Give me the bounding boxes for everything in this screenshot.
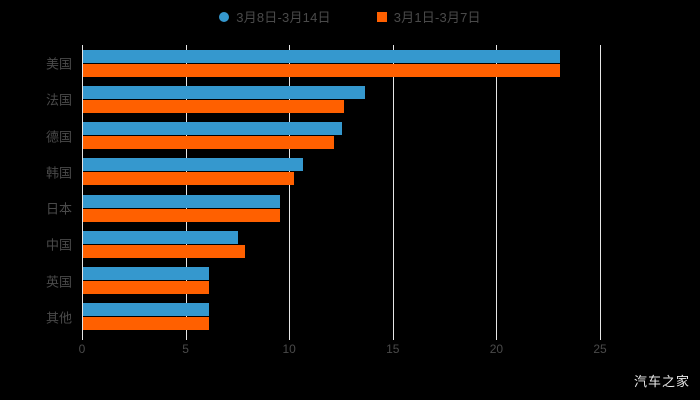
plot-area: 0 5 10 15 20 25 [79, 45, 607, 356]
x-axis-tick [600, 335, 601, 340]
bar[interactable] [83, 303, 210, 317]
x-axis-tick [82, 335, 83, 340]
legend-label-series-2: 3月1日-3月7日 [393, 9, 481, 25]
x-axis-tick [289, 335, 291, 340]
square-marker-icon [376, 12, 387, 22]
bar[interactable] [83, 136, 334, 150]
bar[interactable] [83, 172, 295, 186]
bar[interactable] [83, 85, 365, 99]
y-axis-category-label: 韩国 [45, 165, 72, 181]
legend-item-series-2[interactable]: 3月1日-3月7日 [376, 9, 481, 25]
y-axis-category-label: 德国 [45, 129, 72, 145]
watermark: 汽车之家 [633, 374, 690, 389]
y-axis-labels: 美国法国德国韩国日本中国英国其他 [0, 45, 82, 335]
x-axis-tick-label: 20 [489, 342, 504, 356]
x-axis-tick [496, 335, 498, 340]
x-axis-tick [185, 335, 187, 340]
x-axis-tick-label: 15 [386, 342, 400, 356]
bar[interactable] [83, 244, 245, 258]
y-axis-line [82, 45, 83, 335]
bar[interactable] [83, 99, 345, 113]
x-axis-tick [392, 335, 394, 340]
circle-marker-icon [219, 12, 230, 22]
x-axis-tick-label: 10 [282, 342, 296, 356]
bar[interactable] [83, 281, 210, 295]
bar[interactable] [83, 122, 342, 136]
gridline [496, 45, 498, 335]
gridline [289, 45, 291, 335]
gridline [600, 45, 601, 335]
bar[interactable] [83, 267, 210, 281]
y-axis-category-label: 法国 [45, 92, 72, 108]
bar[interactable] [83, 230, 239, 244]
y-axis-category-label: 其他 [45, 310, 72, 326]
y-axis-category-label: 美国 [45, 56, 72, 72]
bar[interactable] [83, 158, 303, 172]
legend-item-series-1[interactable]: 3月8日-3月14日 [219, 9, 331, 25]
legend-label-series-1: 3月8日-3月14日 [236, 9, 331, 25]
gridline [185, 45, 187, 335]
gridline [392, 45, 394, 335]
x-axis-tick-label: 5 [182, 342, 189, 356]
bar[interactable] [83, 208, 280, 222]
x-axis-tick-label: 25 [593, 342, 607, 356]
y-axis-category-label: 英国 [45, 274, 72, 290]
y-axis-category-label: 中国 [45, 237, 72, 253]
chart-legend: 3月8日-3月14日 3月1日-3月7日 [0, 6, 700, 28]
y-axis-category-label: 日本 [45, 201, 72, 217]
bar[interactable] [83, 317, 210, 331]
bar[interactable] [83, 49, 560, 63]
bar[interactable] [83, 63, 560, 77]
bar[interactable] [83, 194, 280, 208]
x-axis-tick-label: 0 [78, 342, 86, 356]
